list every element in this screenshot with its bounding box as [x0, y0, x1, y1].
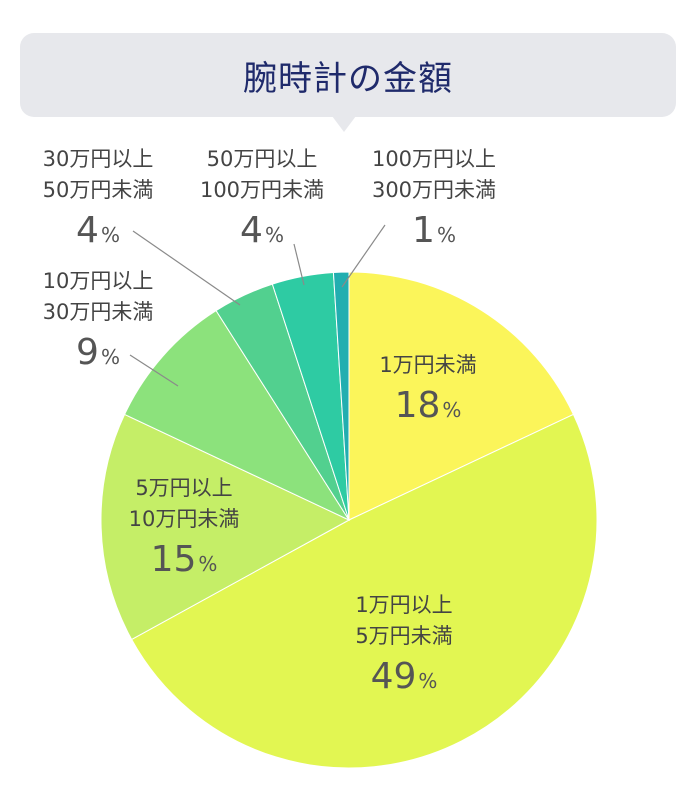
pie-slice-2 — [100, 413, 351, 641]
slice-label-5-1: 100万円未満 — [200, 178, 324, 202]
chart-title: 腕時計の金額 — [243, 58, 453, 99]
slice-label-3-0: 10万円以上 — [43, 269, 154, 293]
slice-label-1-0: 1万円以上 — [355, 593, 452, 617]
slice-label-2-0: 5万円以上 — [135, 476, 232, 500]
slice-value-3: 9% — [76, 332, 120, 373]
leader-line-3 — [129, 354, 179, 387]
pie-slice-6 — [332, 271, 350, 521]
pie-slice-0 — [348, 271, 575, 521]
pie-slice-3 — [123, 309, 351, 522]
slice-label-4-1: 50万円未満 — [43, 178, 154, 202]
slice-value-6: 1% — [412, 210, 456, 251]
pie-slice-1 — [130, 413, 598, 769]
title-bubble-tail — [332, 116, 356, 132]
leader-line-5 — [293, 243, 305, 286]
slice-label-4-0: 30万円以上 — [43, 147, 154, 171]
slice-label-1-1: 5万円未満 — [355, 624, 452, 648]
slice-label-0-0: 1万円未満 — [379, 353, 476, 377]
slice-label-3-1: 30万円未満 — [43, 300, 154, 324]
leader-line-4 — [132, 230, 241, 306]
slice-value-1: 49% — [371, 656, 438, 697]
slice-value-0: 18% — [395, 385, 462, 426]
slice-label-5-0: 50万円以上 — [207, 147, 318, 171]
slice-value-5: 4% — [240, 210, 284, 251]
slice-label-2-1: 10万円未満 — [129, 507, 240, 531]
slice-value-2: 15% — [151, 539, 218, 580]
slice-label-6-0: 100万円以上 — [372, 147, 496, 171]
slice-value-4: 4% — [76, 210, 120, 251]
title-bubble: 腕時計の金額 — [20, 33, 676, 117]
leader-line-6 — [341, 224, 386, 288]
slice-label-6-1: 300万円未満 — [372, 178, 496, 202]
